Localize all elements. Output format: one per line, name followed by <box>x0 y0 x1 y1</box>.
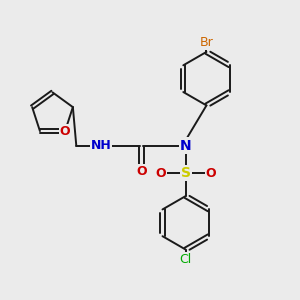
Text: Br: Br <box>200 36 213 49</box>
Text: O: O <box>206 167 216 180</box>
Text: S: S <box>181 166 191 180</box>
Text: O: O <box>60 124 70 138</box>
Text: N: N <box>180 139 191 152</box>
Text: O: O <box>136 165 147 178</box>
Text: Cl: Cl <box>179 253 192 266</box>
Text: NH: NH <box>91 139 111 152</box>
Text: O: O <box>155 167 166 180</box>
